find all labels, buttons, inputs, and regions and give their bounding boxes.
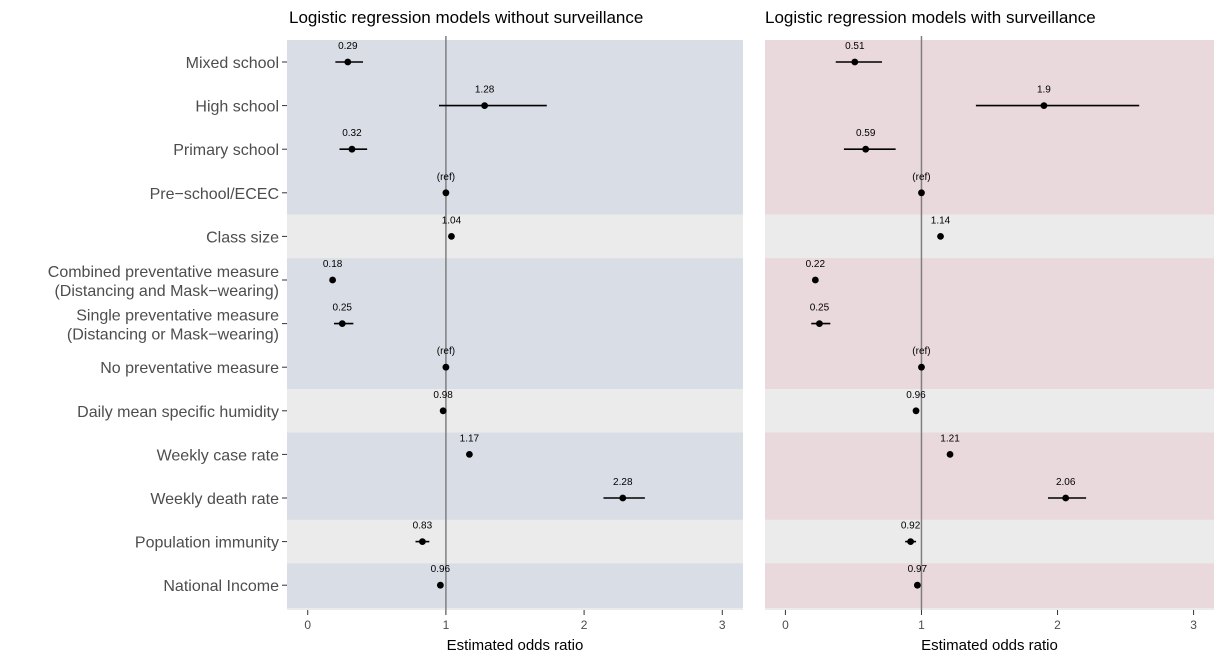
row-band <box>765 519 1214 564</box>
estimate-label: (ref) <box>912 172 930 183</box>
category-label: Single preventative measure (Distancing o… <box>67 308 279 344</box>
estimate-label: 2.06 <box>1056 477 1076 488</box>
category-label: No preventative measure <box>100 360 279 377</box>
x-tick-label: 3 <box>719 618 726 632</box>
x-tick-label: 0 <box>304 618 311 632</box>
point-estimate <box>344 58 352 66</box>
category-label-line: Single preventative measure <box>76 308 279 325</box>
estimate-label: 1.21 <box>940 433 960 444</box>
estimate-label: 1.28 <box>475 85 495 96</box>
point-estimate <box>907 538 914 545</box>
point-estimate <box>946 451 954 458</box>
point-estimate <box>481 102 488 109</box>
estimate-label: 0.59 <box>856 128 876 139</box>
point-estimate <box>442 189 450 197</box>
panel-title: Logistic regression models with surveill… <box>765 8 1096 27</box>
category-label: Mixed school <box>186 55 279 72</box>
x-axis-title: Estimated odds ratio <box>447 637 584 654</box>
category-label-line: Combined preventative measure <box>48 264 279 281</box>
point-estimate <box>1040 102 1048 109</box>
point-estimate <box>338 320 346 327</box>
estimate-label: 1.04 <box>442 215 462 226</box>
x-tick-label: 3 <box>1190 618 1197 632</box>
point-estimate <box>862 145 870 153</box>
row-band <box>287 563 743 610</box>
x-tick-label: 1 <box>918 618 925 632</box>
x-tick-label: 2 <box>581 618 588 632</box>
point-estimate <box>937 233 944 240</box>
estimate-label: 0.97 <box>908 564 928 575</box>
row-band <box>765 389 1214 433</box>
category-label: Combined preventative measure (Distancing… <box>48 264 279 300</box>
estimate-label: (ref) <box>437 172 455 183</box>
x-axis-title: Estimated odds ratio <box>921 637 1058 654</box>
point-estimate <box>918 189 925 197</box>
estimate-label: 0.18 <box>323 259 343 270</box>
point-estimate <box>1062 494 1070 502</box>
point-estimate <box>811 276 819 284</box>
point-estimate <box>419 538 426 545</box>
category-label-line: (Distancing and Mask−wearing) <box>54 283 279 300</box>
estimate-label: (ref) <box>437 346 455 357</box>
category-label: Population immunity <box>135 535 279 552</box>
point-estimate <box>436 581 444 589</box>
row-band <box>765 258 1214 389</box>
category-label: Primary school <box>173 142 279 159</box>
category-label: Pre−school/ECEC <box>150 186 279 203</box>
estimate-label: 0.92 <box>901 521 921 532</box>
point-estimate <box>816 320 823 327</box>
category-label: Weekly case rate <box>157 447 280 464</box>
estimate-label: 2.28 <box>613 477 633 488</box>
x-tick-label: 1 <box>443 618 450 632</box>
row-band <box>287 432 743 520</box>
point-estimate <box>466 451 473 458</box>
row-band <box>765 432 1214 520</box>
point-estimate <box>448 233 455 240</box>
panel-title: Logistic regression models without surve… <box>289 8 643 27</box>
estimate-label: 1.9 <box>1037 85 1051 96</box>
row-band <box>287 389 743 433</box>
row-band <box>287 519 743 564</box>
category-label: Class size <box>206 229 279 246</box>
point-estimate <box>439 407 447 415</box>
point-estimate <box>348 145 356 153</box>
estimate-label: (ref) <box>912 346 930 357</box>
category-label: Weekly death rate <box>150 491 279 508</box>
estimate-label: 1.14 <box>931 215 951 226</box>
panel-bottom-strip <box>287 608 743 610</box>
row-band <box>287 258 743 389</box>
category-label: National Income <box>163 578 279 595</box>
estimate-label: 0.32 <box>342 128 362 139</box>
estimate-label: 0.25 <box>810 303 830 314</box>
estimate-label: 0.83 <box>413 521 433 532</box>
point-estimate <box>912 407 920 415</box>
estimate-label: 0.51 <box>845 41 865 52</box>
row-band <box>765 563 1214 610</box>
x-tick-label: 0 <box>782 618 789 632</box>
estimate-label: 0.25 <box>333 303 353 314</box>
panel-bottom-strip <box>765 608 1214 610</box>
category-label: Daily mean specific humidity <box>77 404 279 421</box>
estimate-label: 0.96 <box>906 390 926 401</box>
point-estimate <box>329 276 336 284</box>
estimate-label: 0.29 <box>338 41 358 52</box>
row-band <box>765 214 1214 259</box>
point-estimate <box>851 58 859 66</box>
x-tick-label: 2 <box>1054 618 1061 632</box>
row-band <box>287 214 743 259</box>
estimate-label: 0.98 <box>433 390 453 401</box>
row-band <box>765 40 1214 215</box>
estimate-label: 0.96 <box>431 564 451 575</box>
estimate-label: 0.22 <box>806 259 826 270</box>
point-estimate <box>619 494 627 502</box>
row-band <box>287 40 743 215</box>
estimate-label: 1.17 <box>460 433 480 444</box>
category-label: High school <box>195 99 279 116</box>
point-estimate <box>913 581 921 589</box>
category-label-line: (Distancing or Mask−wearing) <box>67 327 279 344</box>
point-estimate <box>442 363 450 371</box>
point-estimate <box>918 363 925 371</box>
